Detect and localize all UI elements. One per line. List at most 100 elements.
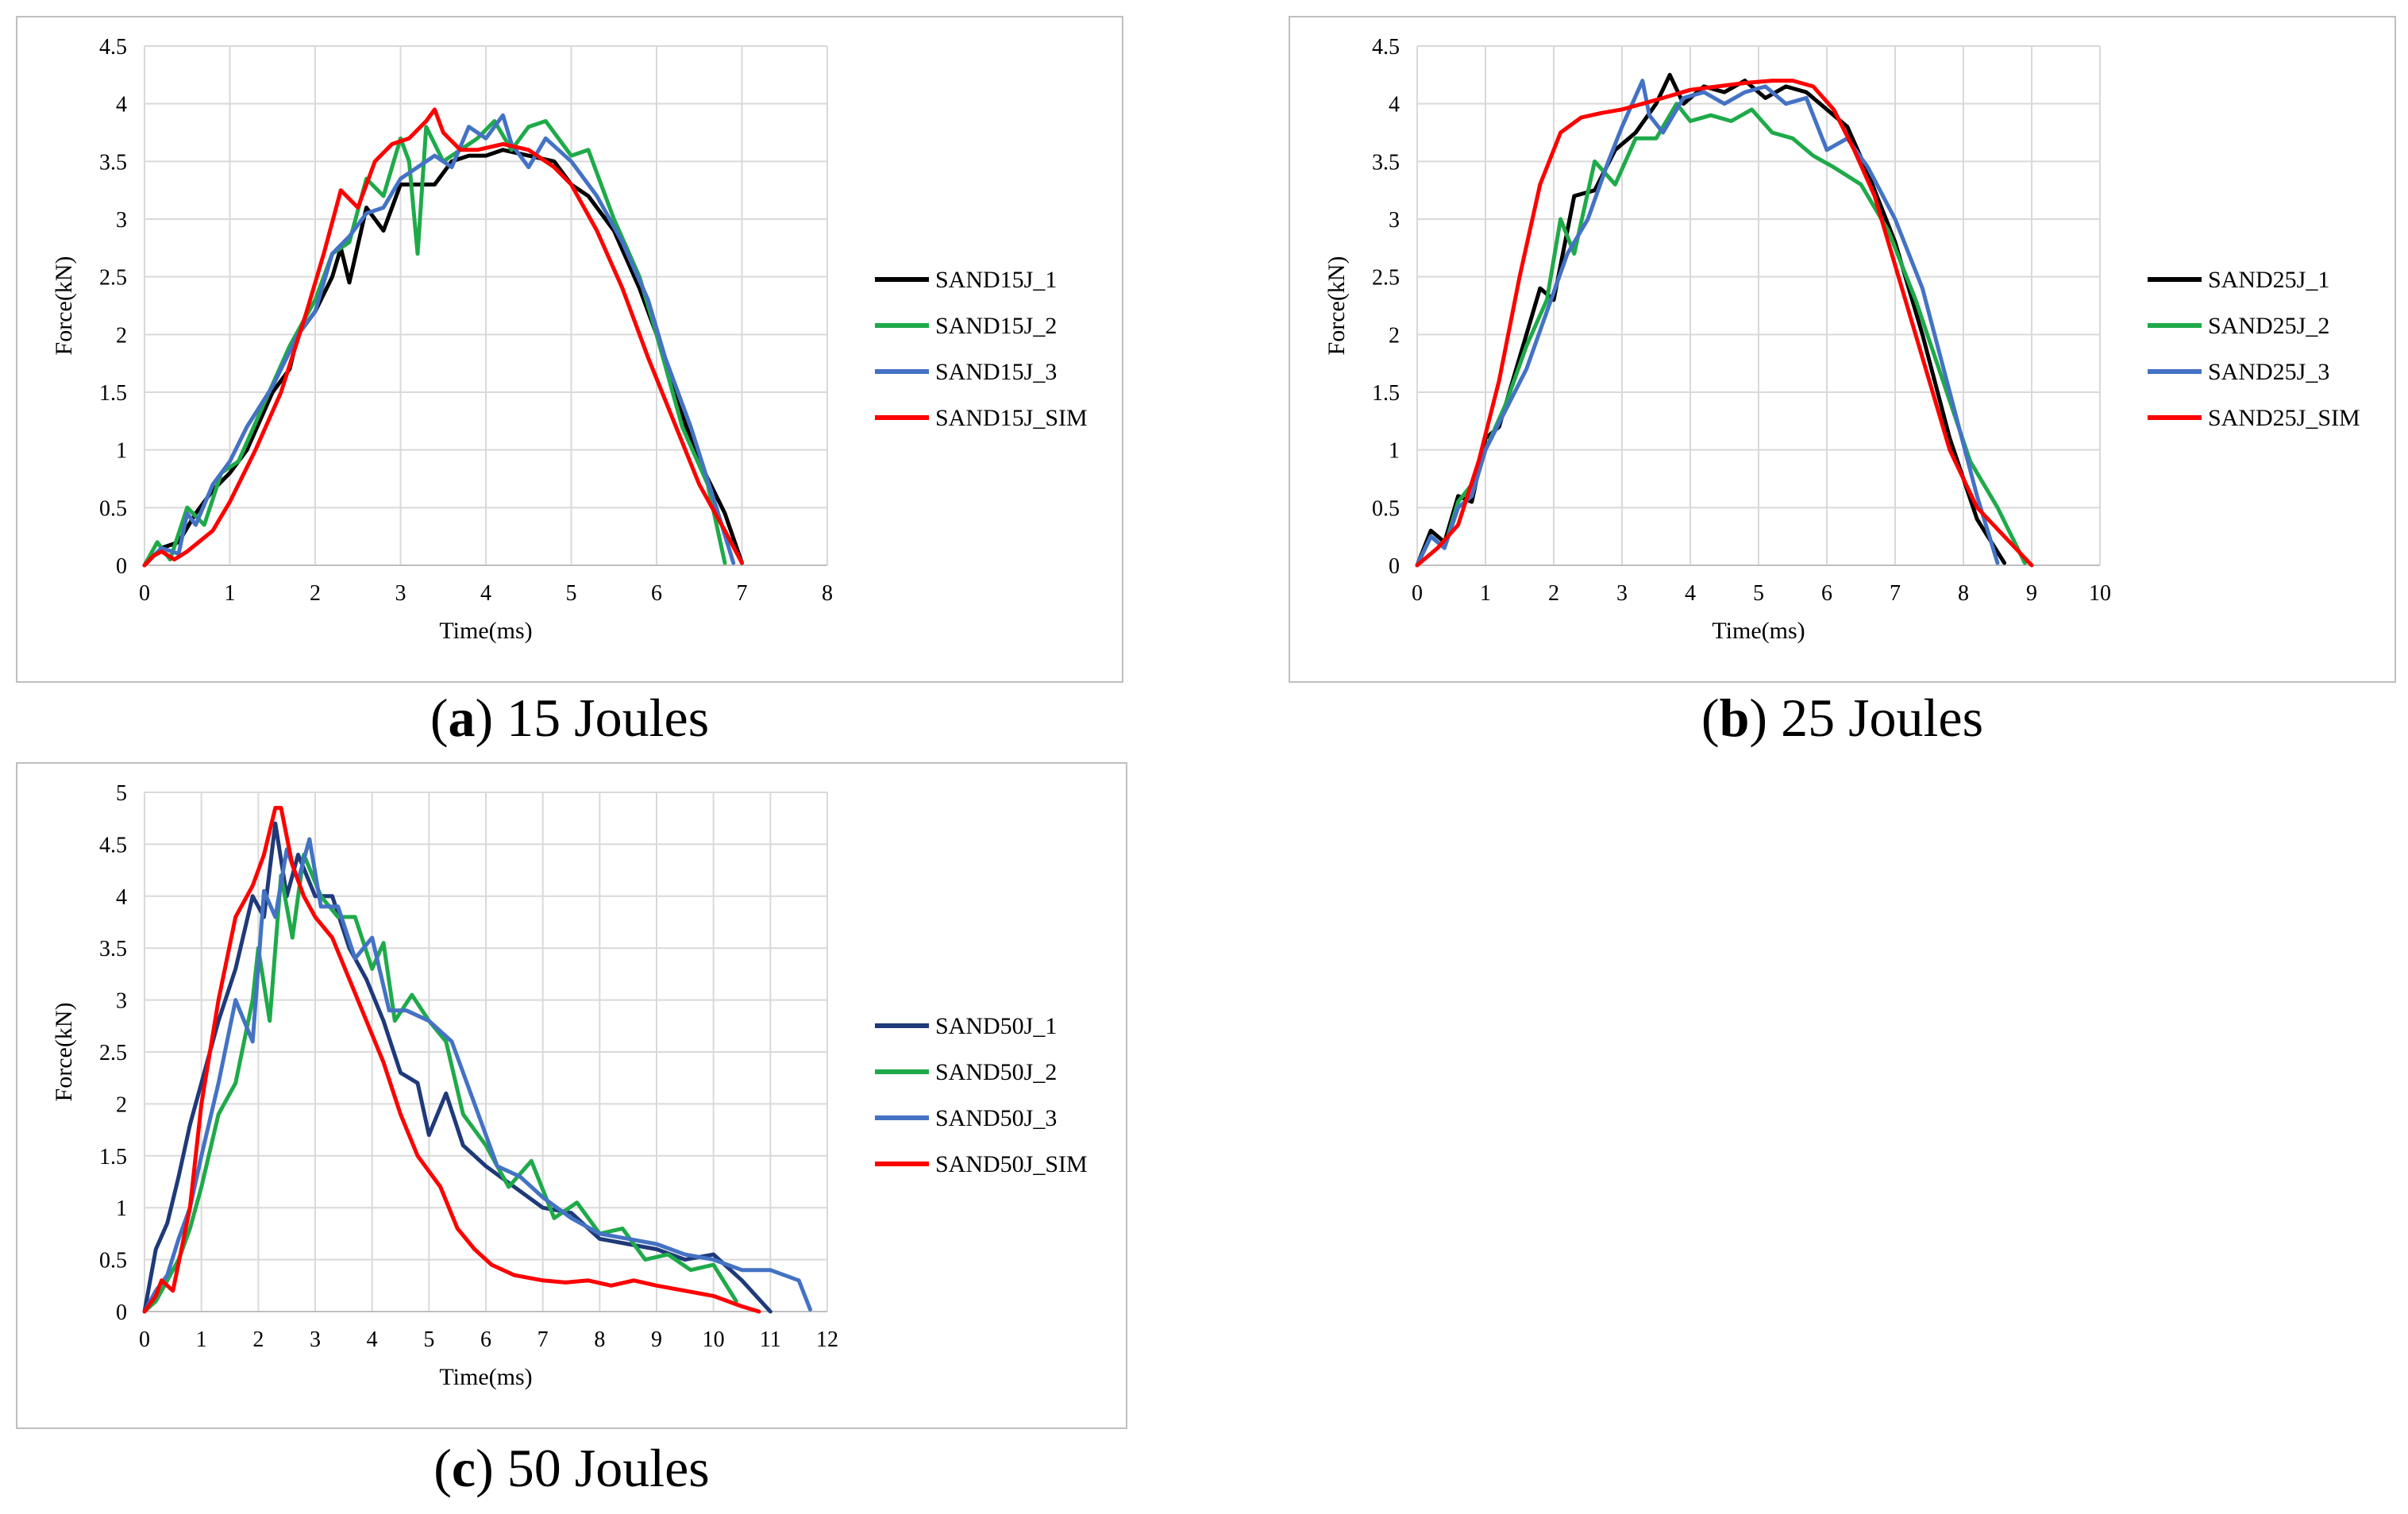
x-tick-label: 8 [594, 1327, 605, 1352]
y-tick-label: 3.5 [1372, 150, 1400, 175]
y-axis-label: Force(kN) [1323, 256, 1350, 356]
caption-50-joules: (c) 50 Joules [433, 1438, 710, 1498]
x-tick-label: 0 [139, 581, 150, 606]
legend-label: SAND15J_3 [935, 359, 1057, 385]
x-tick-label: 10 [2089, 581, 2111, 606]
legend: SAND50J_1 SAND50J_2 SAND50J_3 SAND50J_SIM [875, 1013, 1088, 1177]
y-tick-label: 0.5 [99, 1249, 127, 1273]
y-axis-label: Force(kN) [51, 256, 77, 356]
x-tick-label: 9 [2026, 581, 2037, 606]
y-tick-label: 0.5 [99, 496, 127, 521]
x-tick-label: 6 [480, 1327, 491, 1352]
y-tick-label: 3 [116, 208, 127, 233]
gridlines [144, 45, 828, 566]
y-tick-label: 1.5 [99, 1145, 127, 1169]
y-tick-label: 0 [1389, 554, 1400, 579]
x-tick-label: 3 [1616, 581, 1628, 606]
y-axis-label: Force(kN) [51, 1003, 77, 1102]
y-tick-label: 4 [116, 93, 127, 117]
x-tick-label: 1 [225, 581, 236, 606]
y-tick-label: 2.5 [99, 266, 127, 291]
x-tick-label: 0 [1412, 581, 1423, 606]
y-tick-label: 0 [116, 1300, 127, 1325]
x-tick-label: 5 [566, 581, 577, 606]
x-tick-label: 8 [822, 581, 833, 606]
series-line-sand25j_1 [1415, 72, 2007, 568]
y-tick-label: 2 [1389, 323, 1400, 348]
chart-panel-25-joules: 0 1 2 3 4 5 6 7 8 9 10 0 0.5 1 1.5 2 2.5 3 3.5 4 4.5 Time(ms)… [1289, 16, 2396, 683]
legend-label: SAND25J_1 [2208, 267, 2329, 293]
legend-label: SAND25J_3 [2208, 359, 2329, 385]
gridlines [1416, 45, 2101, 566]
caption-letter: b [1719, 688, 1750, 748]
x-tick-label: 7 [737, 581, 748, 606]
series-line-sand50j_sim [142, 806, 761, 1314]
x-tick-label: 1 [196, 1327, 207, 1352]
gridlines [144, 792, 828, 1312]
legend-label: SAND15J_SIM [935, 405, 1088, 431]
caption-letter: c [451, 1438, 476, 1498]
y-tick-label: 0.5 [1372, 496, 1400, 521]
legend-label: SAND15J_1 [935, 267, 1057, 293]
x-tick-label: 12 [816, 1327, 838, 1352]
x-tick-label: 2 [310, 581, 321, 606]
caption-25-joules: (b) 25 Joules [1701, 688, 1984, 748]
x-tick-label: 7 [1890, 581, 1901, 606]
x-tick-label: 3 [395, 581, 406, 606]
y-tick-label: 2.5 [1372, 266, 1400, 291]
series-line-sand50j_3 [142, 837, 812, 1314]
x-tick-label: 4 [1685, 581, 1696, 606]
y-tick-label: 1.5 [99, 381, 127, 406]
caption-text: 50 Joules [493, 1438, 710, 1498]
y-tick-label: 3.5 [99, 937, 127, 961]
y-tick-label: 4 [116, 885, 127, 910]
legend-label: SAND50J_2 [935, 1059, 1057, 1085]
legend-label: SAND50J_3 [935, 1105, 1057, 1131]
series-line-sand15j_2 [142, 119, 727, 568]
x-tick-label: 3 [310, 1327, 321, 1352]
caption-text: 25 Joules [1767, 688, 1984, 748]
legend: SAND25J_1 SAND25J_2 SAND25J_3 SAND25J_SIM [2148, 267, 2360, 431]
x-tick-label: 6 [1821, 581, 1832, 606]
y-tick-label: 3 [1389, 208, 1400, 233]
x-tick-label: 2 [1548, 581, 1559, 606]
legend-label: SAND25J_SIM [2208, 405, 2360, 431]
x-axis-label: Time(ms) [439, 1364, 532, 1390]
chart-panel-15-joules: 0 1 2 3 4 5 6 7 8 0 0.5 1 1.5 2 2.5 3 3.5 4 4.5 Time(ms) For… [16, 16, 1123, 683]
series-line-sand15j_1 [142, 148, 744, 568]
y-tick-label: 1 [116, 1196, 127, 1221]
chart-25-joules: 0 1 2 3 4 5 6 7 8 9 10 0 0.5 1 1.5 2 2.5 3 3.5 4 4.5 Time(ms)… [1323, 35, 2360, 644]
series-line-sand15j_3 [142, 113, 736, 568]
x-axis-label: Time(ms) [439, 618, 532, 644]
legend: SAND15J_1 SAND15J_2 SAND15J_3 SAND15J_SIM [875, 267, 1088, 431]
x-tick-label: 6 [651, 581, 662, 606]
x-tick-label: 1 [1480, 581, 1491, 606]
y-tick-label: 4.5 [99, 35, 127, 60]
x-tick-label: 4 [480, 581, 491, 606]
legend-label: SAND15J_2 [935, 313, 1057, 339]
x-tick-label: 5 [423, 1327, 434, 1352]
y-tick-label: 3 [116, 989, 127, 1014]
legend-label: SAND25J_2 [2208, 313, 2329, 339]
series-line-sand25j_3 [1415, 79, 2000, 568]
x-tick-label: 2 [252, 1327, 264, 1352]
series-line-sand15j_sim [142, 107, 744, 568]
x-tick-label: 7 [537, 1327, 549, 1352]
x-tick-label: 9 [651, 1327, 662, 1352]
x-tick-label: 10 [703, 1327, 725, 1352]
x-tick-label: 0 [139, 1327, 150, 1352]
caption-text: 15 Joules [493, 688, 710, 748]
y-tick-label: 2 [116, 323, 127, 348]
y-tick-label: 2 [116, 1092, 127, 1117]
chart-50-joules: 0 1 2 3 4 5 6 7 8 9 10 11 1200.511.522.533.544.55Tim… [51, 781, 1088, 1390]
y-tick-label: 1 [116, 439, 127, 464]
x-tick-label: 5 [1753, 581, 1764, 606]
x-tick-label: 4 [367, 1327, 378, 1352]
chart-15-joules: 0 1 2 3 4 5 6 7 8 0 0.5 1 1.5 2 2.5 3 3.5 4 4.5 Time(ms) For… [51, 35, 1088, 644]
y-tick-label: 4.5 [99, 833, 127, 857]
caption-letter: a [448, 688, 476, 748]
y-tick-label: 3.5 [99, 150, 127, 175]
x-axis-label: Time(ms) [1712, 618, 1805, 644]
y-tick-label: 2.5 [99, 1041, 127, 1065]
series-line-sand25j_sim [1415, 79, 2034, 568]
